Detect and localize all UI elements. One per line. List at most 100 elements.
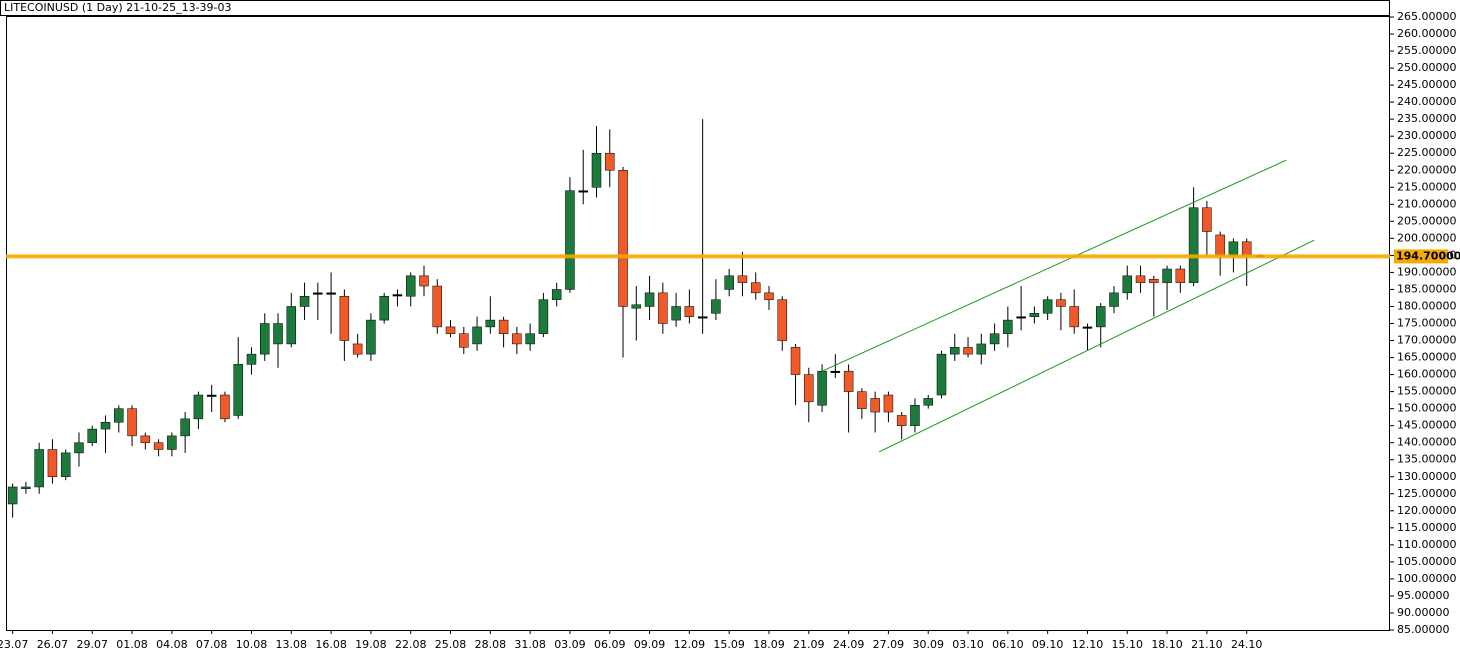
candle-body [870, 398, 880, 413]
candle-body [392, 294, 403, 297]
x-tick-label: 31.08 [514, 638, 546, 651]
y-tick-label: 125.00000 [1397, 487, 1457, 500]
x-tick-label: 27.09 [873, 638, 905, 651]
candle-body [1188, 207, 1199, 283]
candle-body [512, 333, 522, 345]
candle-body [936, 353, 947, 396]
x-tick-label: 12.10 [1072, 638, 1104, 651]
y-tick-label: 190.00000 [1397, 265, 1457, 278]
candle-body [326, 292, 336, 295]
candle-body [910, 404, 920, 426]
price-label: 194.70000 [1396, 249, 1460, 262]
candle-body [1082, 326, 1093, 329]
y-tick-label: 260.00000 [1397, 27, 1457, 40]
candle-body [1241, 241, 1252, 256]
trend-line [878, 239, 1315, 453]
y-tick-label: 130.00000 [1397, 470, 1457, 483]
candle-body [193, 394, 204, 420]
y-tick-label: 115.00000 [1397, 521, 1457, 534]
candle-body [206, 394, 217, 397]
candle-body [883, 394, 894, 413]
y-tick-label: 120.00000 [1397, 504, 1457, 517]
candle-body [989, 333, 1000, 345]
x-tick-label: 09.09 [634, 638, 666, 651]
candle-body [167, 435, 177, 450]
candle-body [74, 442, 84, 454]
x-tick-label: 24.10 [1231, 638, 1263, 651]
x-tick-label: 16.08 [315, 638, 347, 651]
candle-body [750, 282, 761, 294]
candle-body [313, 292, 323, 295]
x-tick-label: 06.09 [594, 638, 626, 651]
y-tick-label: 155.00000 [1397, 385, 1457, 398]
candle-body [790, 347, 801, 375]
candle-body [339, 296, 350, 341]
candle-body [1162, 268, 1172, 283]
candle-body [976, 343, 987, 355]
y-tick-label: 165.00000 [1397, 351, 1457, 364]
candle-body [591, 152, 602, 188]
candle-body [1095, 306, 1106, 328]
candle-body [697, 316, 708, 319]
candle-body [857, 391, 867, 409]
candle-body [260, 323, 270, 355]
price-label-box [1394, 249, 1448, 264]
y-tick-label: 150.00000 [1397, 402, 1457, 415]
y-tick-label: 95.00000 [1397, 589, 1450, 602]
y-tick-label: 215.00000 [1397, 180, 1457, 193]
candle-body [273, 323, 283, 345]
y-tick-label: 240.00000 [1397, 95, 1457, 108]
candle-body [180, 418, 190, 437]
candle-body [684, 306, 695, 317]
candle-body [34, 449, 44, 488]
candle-body [140, 435, 151, 443]
x-tick-label: 23.07 [0, 638, 28, 651]
candle-body [246, 353, 257, 365]
candle-body [405, 275, 416, 297]
y-tick-label: 180.00000 [1397, 299, 1457, 312]
candle-body [114, 408, 124, 423]
y-tick-label: 90.00000 [1397, 606, 1450, 619]
candle-body [47, 449, 58, 477]
candle-body [1016, 316, 1026, 319]
y-tick-label: 235.00000 [1397, 112, 1457, 125]
candle-body [525, 333, 535, 345]
candle-body [1056, 299, 1066, 307]
x-tick-label: 28.08 [475, 638, 507, 651]
candle-body [644, 292, 655, 307]
candle-body [459, 333, 469, 348]
candle-body [60, 452, 71, 477]
trend-line [821, 159, 1287, 372]
x-tick-label: 15.09 [713, 638, 745, 651]
x-tick-label: 12.09 [674, 638, 706, 651]
x-tick-label: 04.08 [156, 638, 188, 651]
y-tick-label: 170.00000 [1397, 334, 1457, 347]
candle-body [485, 319, 496, 328]
y-tick-label: 160.00000 [1397, 368, 1457, 381]
x-tick-label: 03.10 [952, 638, 984, 651]
candle-body [100, 422, 111, 430]
x-tick-label: 26.07 [37, 638, 69, 651]
candle-body [658, 292, 668, 324]
y-tick-label: 140.00000 [1397, 436, 1457, 449]
x-tick-label: 19.08 [355, 638, 387, 651]
candle-body [565, 190, 575, 290]
candle-body [963, 347, 973, 355]
chart-title: LITECOINUSD (1 Day) 21-10-25_13-39-03 [4, 1, 232, 14]
candle-body [631, 304, 642, 309]
y-tick-label: 135.00000 [1397, 453, 1457, 466]
candle-body [7, 486, 18, 505]
x-tick-label: 03.09 [554, 638, 586, 651]
candle-body [950, 347, 960, 355]
candle-body [1202, 207, 1212, 232]
y-tick-label: 230.00000 [1397, 129, 1457, 142]
x-tick-label: 01.08 [116, 638, 148, 651]
title-bar [0, 0, 1390, 16]
y-tick-label: 255.00000 [1397, 44, 1457, 57]
candle-body [1109, 292, 1119, 307]
x-tick-label: 09.10 [1032, 638, 1064, 651]
candle-body [605, 152, 615, 171]
y-tick-label: 210.00000 [1397, 197, 1457, 210]
y-tick-label: 185.00000 [1397, 282, 1457, 295]
candle-body [153, 442, 164, 450]
